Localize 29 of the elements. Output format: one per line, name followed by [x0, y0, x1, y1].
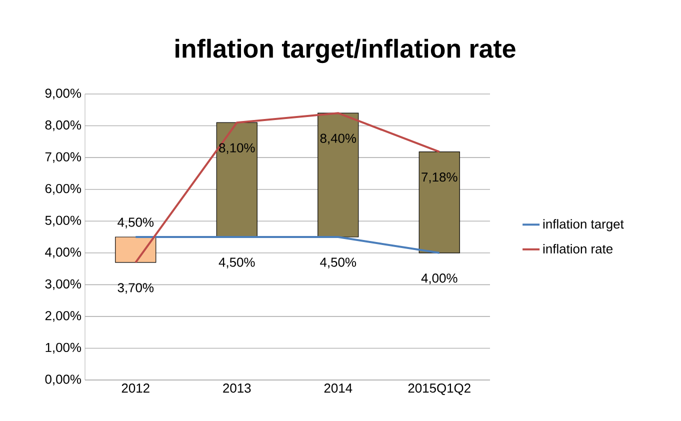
- y-tick-label: 4,00%: [45, 248, 82, 258]
- x-tick-label: 2013: [223, 384, 251, 393]
- data-label: 4,50%: [320, 258, 356, 268]
- legend-label: inflation rate: [543, 244, 612, 254]
- x-tick-label: 2012: [122, 384, 150, 393]
- data-label: 4,50%: [218, 258, 255, 268]
- data-label: 8,40%: [320, 134, 356, 144]
- data-label: 4,50%: [118, 218, 154, 228]
- bar: [216, 122, 258, 238]
- legend-label: inflation target: [543, 219, 624, 232]
- y-tick-label: 2,00%: [45, 311, 82, 322]
- bar: [115, 236, 156, 263]
- y-tick-label: 6,00%: [45, 184, 82, 195]
- y-tick-label: 3,00%: [45, 279, 82, 290]
- y-tick-label: 7,00%: [45, 152, 82, 163]
- y-tick-label: 0,00%: [45, 374, 82, 386]
- y-tick-label: 1,00%: [46, 342, 82, 354]
- chart-title: inflation target/inflation rate: [176, 38, 516, 64]
- data-label: 3,70%: [118, 283, 154, 294]
- y-tick-label: 8,00%: [45, 120, 82, 132]
- y-tick-label: 9,00%: [45, 88, 82, 100]
- x-tick-label: 2014: [324, 384, 352, 393]
- x-tick-label: 2015Q1Q2: [408, 384, 470, 396]
- data-label: 4,00%: [421, 274, 458, 284]
- data-label: 7,18%: [422, 172, 458, 184]
- y-tick-label: 5,00%: [45, 216, 82, 226]
- bar: [418, 152, 460, 254]
- bar: [318, 112, 359, 238]
- data-label: 8,10%: [219, 143, 255, 154]
